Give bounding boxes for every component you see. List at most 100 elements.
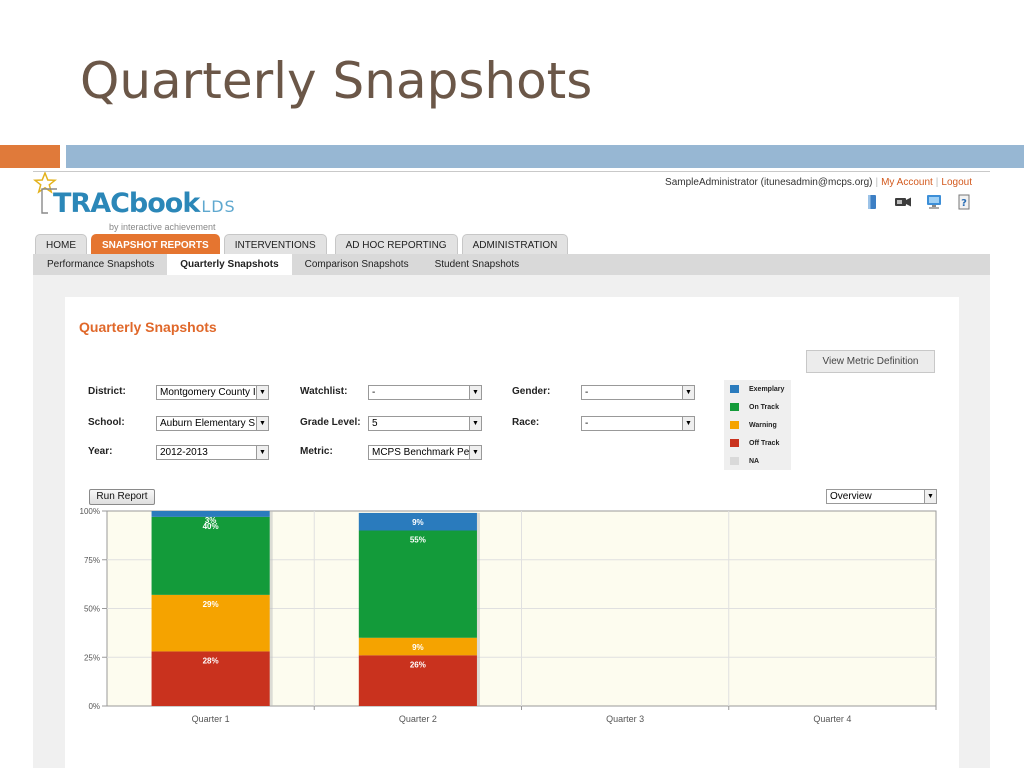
header-icons: ? xyxy=(864,194,972,210)
legend-label: Warning xyxy=(749,421,777,429)
y-tick-label: 25% xyxy=(84,653,100,662)
bar-data-label: 26% xyxy=(410,660,426,669)
year-value: 2012-2013 xyxy=(160,447,208,458)
y-tick-label: 50% xyxy=(84,605,100,614)
year-label: Year: xyxy=(88,446,113,457)
run-report-button[interactable]: Run Report xyxy=(89,489,155,505)
help-icon[interactable]: ? xyxy=(956,194,972,210)
tracbook-app: TRACbook LDS by interactive achievement S… xyxy=(33,171,990,768)
metric-value: MCPS Benchmark Pe xyxy=(372,447,470,458)
tab-interventions[interactable]: INTERVENTIONS xyxy=(223,234,327,255)
year-select[interactable]: 2012-2013 ▼ xyxy=(156,445,269,460)
x-tick-label: Quarter 1 xyxy=(192,714,230,724)
bar-segment xyxy=(151,594,270,652)
race-select[interactable]: - ▼ xyxy=(581,416,695,431)
monitor-icon[interactable] xyxy=(926,194,942,210)
x-tick-label: Quarter 4 xyxy=(813,714,851,724)
subtab-comparison-snapshots[interactable]: Comparison Snapshots xyxy=(304,259,409,270)
bar-segment xyxy=(358,530,477,638)
logo-tagline: by interactive achievement xyxy=(109,222,216,232)
school-value: Auburn Elementary S xyxy=(160,418,256,429)
district-select[interactable]: Montgomery County I ▼ xyxy=(156,385,269,400)
legend-item-off-track: Off Track xyxy=(730,439,779,447)
legend-item-exemplary: Exemplary xyxy=(730,385,784,393)
metric-select[interactable]: MCPS Benchmark Pe ▼ xyxy=(368,445,482,460)
x-tick-label: Quarter 2 xyxy=(399,714,437,724)
panel-title: Quarterly Snapshots xyxy=(79,319,217,335)
grade-level-value: 5 xyxy=(372,418,378,429)
legend-label: NA xyxy=(749,457,760,465)
sub-tabs: Performance Snapshots Quarterly Snapshot… xyxy=(33,254,990,275)
grade-level-label: Grade Level: xyxy=(300,417,361,428)
chevron-down-icon: ▼ xyxy=(924,490,936,503)
legend-swatch xyxy=(730,439,739,447)
logo-suffix: LDS xyxy=(201,197,236,216)
subtab-quarterly-snapshots[interactable]: Quarterly Snapshots xyxy=(167,254,292,275)
main-tabs: HOME SNAPSHOT REPORTS INTERVENTIONS AD H… xyxy=(33,233,572,255)
slide-title: Quarterly Snapshots xyxy=(80,52,593,110)
subtab-performance-snapshots[interactable]: Performance Snapshots xyxy=(47,259,155,270)
race-value: - xyxy=(585,418,589,429)
chevron-down-icon: ▼ xyxy=(469,417,481,430)
school-select[interactable]: Auburn Elementary S ▼ xyxy=(156,416,269,431)
video-camera-icon[interactable] xyxy=(894,194,912,210)
metric-label: Metric: xyxy=(300,446,333,457)
legend-swatch xyxy=(730,457,739,465)
district-label: District: xyxy=(88,386,126,397)
bar-data-label: 9% xyxy=(412,643,424,652)
tab-snapshot-reports[interactable]: SNAPSHOT REPORTS xyxy=(91,234,220,255)
y-tick-label: 0% xyxy=(88,702,100,711)
bar-segment xyxy=(151,511,270,517)
divider: | xyxy=(875,177,879,188)
tracbook-logo[interactable]: TRACbook LDS by interactive achievement xyxy=(33,172,273,234)
user-line: SampleAdministrator (itunesadmin@mcps.or… xyxy=(665,177,972,188)
my-account-link[interactable]: My Account xyxy=(881,177,933,188)
bar-segment xyxy=(358,512,477,531)
current-user: SampleAdministrator (itunesadmin@mcps.or… xyxy=(665,177,873,188)
bar-segment xyxy=(358,637,477,656)
bar-segment xyxy=(151,516,270,595)
tab-ad-hoc-reporting[interactable]: AD HOC REPORTING xyxy=(334,234,458,255)
bar-data-label: 3% xyxy=(205,516,217,525)
gender-select[interactable]: - ▼ xyxy=(581,385,695,400)
watchlist-select[interactable]: - ▼ xyxy=(368,385,482,400)
bar-data-label: 29% xyxy=(203,600,219,609)
chevron-down-icon: ▼ xyxy=(469,386,481,399)
bar-data-label: 9% xyxy=(412,518,424,527)
legend-label: Exemplary xyxy=(749,385,785,393)
legend-item-warning: Warning xyxy=(730,421,777,429)
svg-text:?: ? xyxy=(961,198,967,209)
subtab-student-snapshots[interactable]: Student Snapshots xyxy=(434,259,520,270)
bar-segment xyxy=(151,651,270,706)
view-mode-select[interactable]: Overview ▼ xyxy=(826,489,937,504)
x-tick-label: Quarter 3 xyxy=(606,714,644,724)
grade-level-select[interactable]: 5 ▼ xyxy=(368,416,482,431)
watchlist-value: - xyxy=(372,387,376,398)
legend-swatch xyxy=(730,403,739,411)
view-metric-definition-button[interactable]: View Metric Definition xyxy=(806,350,935,373)
bar-data-label: 40% xyxy=(203,522,219,531)
chevron-down-icon: ▼ xyxy=(256,417,268,430)
logo-text: TRACbook LDS xyxy=(53,188,236,219)
bar-segment xyxy=(358,655,477,706)
race-label: Race: xyxy=(512,417,540,428)
logo-main: TRACbook xyxy=(53,188,200,219)
gender-label: Gender: xyxy=(512,386,551,397)
book-icon[interactable] xyxy=(864,194,880,210)
chevron-down-icon: ▼ xyxy=(256,386,268,399)
chevron-down-icon: ▼ xyxy=(682,417,694,430)
legend-label: Off Track xyxy=(749,439,780,447)
accent-band-blue xyxy=(66,145,1024,168)
report-panel: Quarterly Snapshots View Metric Definiti… xyxy=(65,297,959,768)
bar-data-label: 28% xyxy=(203,656,219,665)
legend-swatch xyxy=(730,385,739,393)
logo-bracket-icon xyxy=(41,188,57,214)
quarterly-stacked-bar-chart: 0% 25% 50% 75% 100% Quarter 1 Quarter 2 Quarter… xyxy=(80,507,937,724)
tab-administration[interactable]: ADMINISTRATION xyxy=(461,234,569,255)
tab-home[interactable]: HOME xyxy=(35,234,87,255)
chevron-down-icon: ▼ xyxy=(682,386,694,399)
y-tick-label: 100% xyxy=(80,507,100,516)
logout-link[interactable]: Logout xyxy=(941,177,972,188)
view-mode-value: Overview xyxy=(830,491,872,502)
